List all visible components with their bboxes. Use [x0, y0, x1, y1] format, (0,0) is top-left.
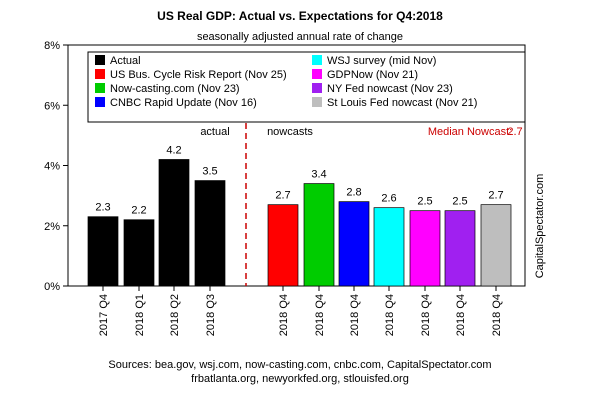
x-axis: 2017 Q4 2018 Q1 2018 Q2 2018 Q3 2018 Q4 2018 …: [98, 286, 503, 336]
legend-label: NY Fed nowcast (Nov 23): [327, 83, 453, 95]
y-tick-label: 8%: [44, 40, 60, 52]
legend: Actual WSJ survey (mid Nov) US Bus. Cycle …: [87, 51, 526, 123]
chart-title: US Real GDP: Actual vs. Expectations for…: [157, 9, 443, 23]
chart-subtitle: seasonally adjusted annual rate of chang…: [197, 31, 403, 43]
x-tick-label: 2018 Q3: [205, 294, 217, 336]
bar: [123, 219, 155, 287]
legend-label: WSJ survey (mid Nov): [327, 55, 436, 67]
legend-label: St Louis Fed nowcast (Nov 21): [327, 97, 477, 109]
bar: [303, 183, 335, 287]
x-tick-label: 2018 Q4: [420, 294, 432, 336]
actual-group-label: actual: [200, 126, 229, 138]
bar-value-label: 2.6: [381, 193, 396, 205]
bar: [267, 204, 299, 287]
bar: [338, 201, 370, 287]
legend-swatch: [312, 97, 322, 107]
bar-value-label: 2.7: [275, 190, 290, 202]
median-nowcast-label: Median Nowcast:: [428, 126, 512, 138]
y-tick-label: 2%: [44, 221, 60, 233]
legend-label: Now-casting.com (Nov 23): [110, 83, 240, 95]
legend-label: GDPNow (Nov 21): [327, 69, 418, 81]
bar-value-label: 2.3: [95, 202, 110, 214]
x-tick-label: 2018 Q4: [278, 294, 290, 336]
bar-value-label: 2.5: [452, 196, 467, 208]
sources-line-2: frbatlanta.org, newyorkfed.org, stlouisf…: [191, 373, 409, 385]
y-axis: 0% 2% 4% 6% 8%: [44, 40, 68, 293]
bar-value-label: 2.7: [488, 190, 503, 202]
bars: 2.3 2.2 4.2 3.5 2.7 3.4 2.8 2.6 2.5 2.5 2.7: [87, 144, 512, 287]
x-tick-label: 2018 Q4: [314, 294, 326, 336]
bar-value-label: 3.4: [311, 169, 326, 181]
bar: [444, 210, 476, 287]
bar-value-label: 2.5: [417, 196, 432, 208]
legend-label: Actual: [110, 55, 141, 67]
bar: [480, 204, 512, 287]
bar: [194, 180, 226, 287]
legend-label: US Bus. Cycle Risk Report (Nov 25): [110, 69, 287, 81]
bar-value-label: 3.5: [202, 166, 217, 178]
bar-value-label: 2.8: [346, 187, 361, 199]
x-tick-label: 2018 Q4: [491, 294, 503, 336]
x-tick-label: 2018 Q1: [134, 294, 146, 336]
x-tick-label: 2018 Q4: [455, 294, 467, 336]
y-tick-label: 4%: [44, 161, 60, 173]
legend-swatch: [95, 55, 105, 65]
legend-swatch: [312, 69, 322, 79]
legend-swatch: [95, 83, 105, 93]
legend-swatch: [95, 97, 105, 107]
bar: [373, 207, 405, 287]
bar: [87, 216, 119, 287]
nowcast-group-label: nowcasts: [267, 126, 313, 138]
y-tick-label: 6%: [44, 100, 60, 112]
legend-label: CNBC Rapid Update (Nov 16): [110, 97, 257, 109]
bar: [158, 159, 190, 287]
x-tick-label: 2018 Q2: [169, 294, 181, 336]
legend-box: [87, 51, 526, 123]
legend-swatch: [312, 55, 322, 65]
bar-value-label: 2.2: [131, 205, 146, 217]
y-tick-label: 0%: [44, 281, 60, 293]
legend-swatch: [312, 83, 322, 93]
x-tick-label: 2018 Q4: [349, 294, 361, 336]
median-nowcast-value: 2.7: [507, 126, 522, 138]
sources-line-1: Sources: bea.gov, wsj.com, now-casting.c…: [108, 359, 491, 371]
bar: [409, 210, 441, 287]
legend-swatch: [95, 69, 105, 79]
x-tick-label: 2017 Q4: [98, 294, 110, 336]
x-tick-label: 2018 Q4: [384, 294, 396, 336]
bar-value-label: 4.2: [166, 144, 181, 156]
watermark: CapitalSpectator.com: [534, 174, 546, 279]
